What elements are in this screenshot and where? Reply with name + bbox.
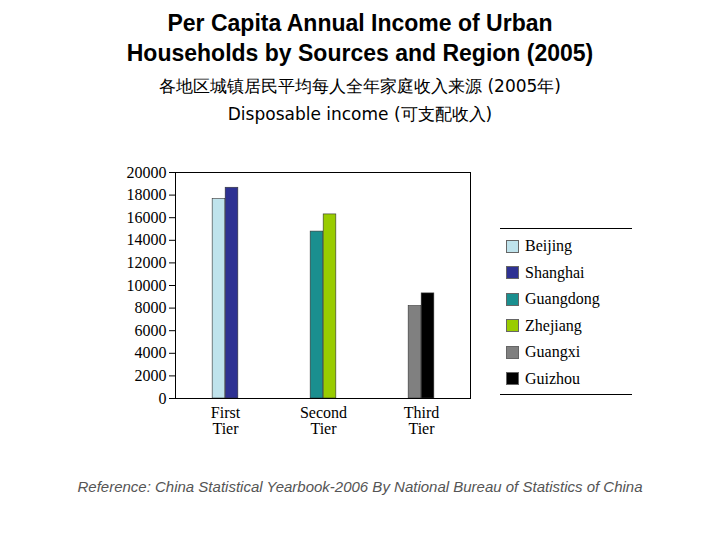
svg-text:6000: 6000: [135, 322, 167, 339]
html-text:Disposable income (可支配收入): Disposable income (可支配收入): [227, 104, 493, 124]
svg-text:2000: 2000: [135, 367, 167, 384]
svg-text:FirstTier: FirstTier: [211, 404, 241, 437]
svg-text:ThirdTier: ThirdTier: [404, 404, 440, 437]
html-text:Zhejiang: Zhejiang: [525, 316, 582, 334]
svg-text:12000: 12000: [127, 254, 167, 271]
svg-text:SecondTier: SecondTier: [300, 404, 347, 437]
svg-text:4000: 4000: [135, 344, 167, 361]
html-text:Shanghai: Shanghai: [525, 263, 585, 281]
html-text:Guizhou: Guizhou: [525, 369, 581, 387]
html-text:各地区城镇居民平均每人全年家庭收入来源 (2005年): 各地区城镇居民平均每人全年家庭收入来源 (2005年): [159, 76, 561, 96]
svg-text:14000: 14000: [127, 231, 167, 248]
svg-text:10000: 10000: [127, 277, 167, 294]
svg-text:18000: 18000: [127, 186, 167, 203]
html-text:Guangdong: Guangdong: [525, 290, 600, 308]
html-text:Reference: China Statistical Y: Reference: China Statistical Yearbook-20…: [77, 478, 643, 495]
svg-text:8000: 8000: [135, 299, 167, 316]
svg-text:20000: 20000: [127, 164, 167, 181]
svg-text:0: 0: [159, 390, 167, 407]
svg-text:16000: 16000: [127, 209, 167, 226]
html-text:Guangxi: Guangxi: [525, 343, 581, 361]
html-text:Beijing: Beijing: [525, 237, 573, 255]
html-text:Per Capita Annual Income of Ur: Per Capita Annual Income of Urban Househ…: [126, 10, 594, 66]
